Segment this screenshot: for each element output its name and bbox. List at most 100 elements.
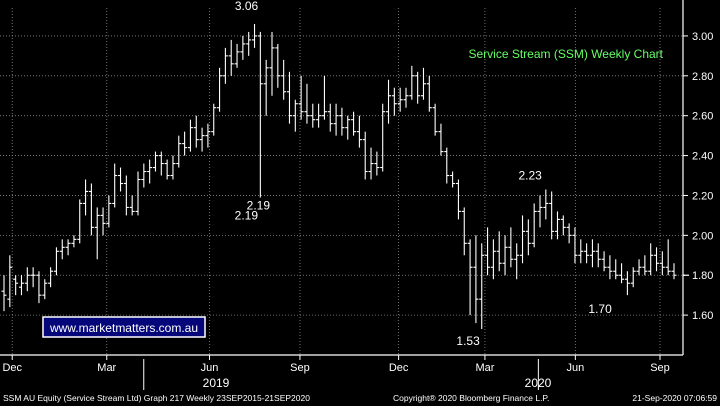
ohlc-bar [356, 115, 362, 148]
ohlc-bar [1, 275, 7, 312]
ohlc-bar [141, 163, 147, 188]
ohlc-bar [351, 111, 357, 136]
ohlc-bar [543, 189, 549, 220]
ohlc-bar [321, 75, 327, 120]
ohlc-bar [432, 103, 438, 136]
ohlc-bar [537, 195, 543, 228]
ohlc-bar [630, 267, 636, 288]
ohlc-bar [286, 71, 292, 124]
ohlc-bar [589, 239, 595, 268]
ohlc-bar [30, 267, 36, 288]
chart-title: Service Stream (SSM) Weekly Chart [469, 47, 664, 61]
watermark-url: www.marketmatters.com.au [49, 321, 198, 335]
ohlc-bar [450, 171, 456, 188]
ohlc-bar [257, 31, 263, 198]
ohlc-bar [147, 159, 153, 184]
ohlc-bar [310, 103, 316, 128]
ohlc-bar [362, 131, 368, 180]
footer-bar: SSM AU Equity (Service Stream Ltd) Graph… [0, 390, 720, 406]
ohlc-bar [654, 247, 660, 272]
y-tick-label: 2.20 [692, 190, 713, 202]
ohlc-bar [595, 243, 601, 268]
ohlc-bar [316, 103, 322, 128]
ohlc-bar [444, 147, 450, 184]
ohlc-bar [263, 59, 269, 116]
price-annotation: 1.70 [588, 302, 612, 316]
ohlc-bar [636, 259, 642, 276]
x-month-label: Sep [290, 362, 310, 374]
annotation-layer: 3.06 2.192.19 1.53 2.23 1.70 [235, 0, 612, 348]
ohlc-bar [59, 239, 65, 260]
ohlc-bar [455, 179, 461, 220]
ohlc-bar [106, 195, 112, 228]
ohlc-bar [473, 235, 479, 324]
ohlc-bar [182, 131, 188, 156]
ohlc-bar [409, 65, 415, 100]
x-month-label: Jun [201, 362, 219, 374]
ohlc-bar [48, 267, 54, 288]
ohlc-bar [240, 35, 246, 60]
x-month-label: Mar [97, 362, 116, 374]
ohlc-bar [94, 207, 100, 260]
footer-copyright: Copyright® 2020 Bloomberg Finance L.P. [393, 393, 550, 403]
x-month-label: Dec [389, 362, 409, 374]
ohlc-bar [246, 31, 252, 56]
ohlc-bar [648, 243, 654, 276]
ohlc-bar [135, 171, 141, 216]
ohlc-bar [461, 207, 467, 256]
ohlc-bar [234, 43, 240, 68]
ohlc-bar [531, 203, 537, 248]
ohlc-bar [176, 135, 182, 168]
ohlc-bar [438, 123, 444, 156]
ohlc-bar [187, 119, 193, 152]
ohlc-bar [368, 147, 374, 180]
x-year-label: 2019 [203, 376, 230, 390]
y-tick-label: 2.60 [692, 111, 713, 123]
x-month-label: Dec [2, 362, 22, 374]
last-price-box [685, 267, 719, 284]
ohlc-bar [420, 67, 426, 100]
ohlc-bar [275, 43, 281, 88]
ohlc-bar [560, 215, 566, 236]
ohlc-bar [217, 67, 223, 112]
ohlc-bar [164, 159, 170, 180]
ohlc-bar [18, 275, 24, 296]
ohlc-bar [467, 239, 473, 316]
ohlc-bar [514, 243, 520, 280]
ohlc-bar [152, 151, 158, 172]
price-annotation: 2.19 [235, 208, 259, 222]
ohlc-bar [211, 103, 217, 136]
ohlc-bar [613, 259, 619, 280]
ohlc-bar [554, 211, 560, 240]
y-tick-label: 1.60 [692, 310, 713, 322]
x-month-label: Sep [650, 362, 670, 374]
ohlc-bar [549, 191, 555, 240]
ohlc-bar [601, 251, 607, 272]
x-month-label: Mar [475, 362, 494, 374]
price-annotation: 3.06 [235, 0, 259, 13]
ohlc-bar [333, 103, 339, 136]
ohlc-bar [479, 243, 485, 330]
ohlc-bar [88, 183, 94, 236]
ohlc-bar [624, 271, 630, 296]
footer-security-info: SSM AU Equity (Service Stream Ltd) Graph… [3, 393, 310, 403]
ohlc-bar [252, 23, 258, 48]
ohlc-bar [42, 279, 48, 300]
price-annotation: 1.53 [456, 334, 480, 348]
ohlc-chart-svg: 1.60 1.80 2.00 2.20 2.40 2.60 2.80 3.00 Dec Mar Ju… [0, 0, 719, 390]
ohlc-bar [584, 243, 590, 264]
footer-timestamp: 21-Sep-2020 07:06:59 [632, 393, 717, 403]
ohlc-bar [607, 255, 613, 280]
ohlc-bar [281, 59, 287, 100]
bars-layer [1, 23, 677, 330]
ohlc-bar [642, 255, 648, 276]
ohlc-bar [339, 107, 345, 136]
ohlc-bar [71, 235, 77, 248]
watermark-box [42, 316, 206, 338]
ohlc-bar [24, 267, 30, 292]
ohlc-bar [426, 75, 432, 112]
ohlc-bar [496, 231, 502, 272]
ohlc-bar [490, 239, 496, 280]
ohlc-bar [100, 207, 106, 236]
